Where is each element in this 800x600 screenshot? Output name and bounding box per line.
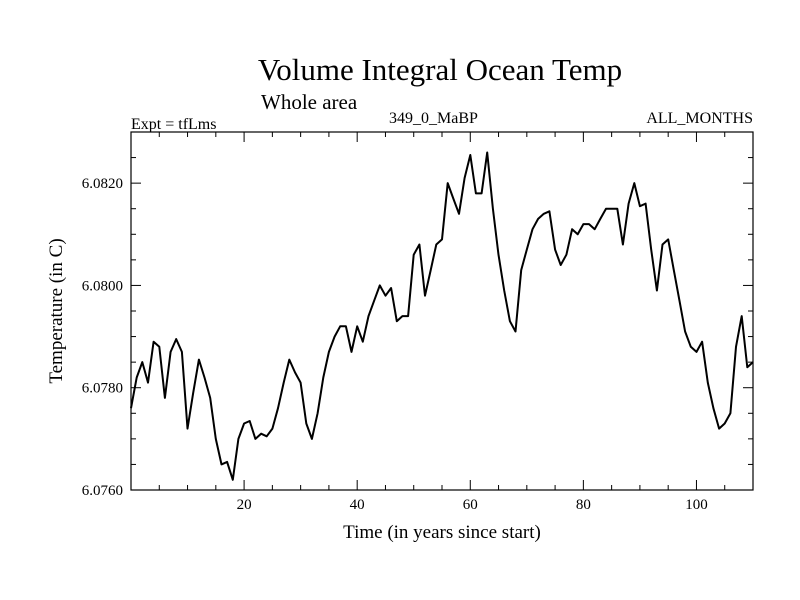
experiment-label: Expt = tfLms xyxy=(131,116,217,133)
x-tick-label: 20 xyxy=(237,497,252,513)
tick-labels: 20 40 60 80 100 6.0760 6.0780 6.0800 6.0820 xyxy=(82,176,708,513)
temperature-series-line xyxy=(130,151,754,481)
y-tick-label: 6.0800 xyxy=(82,278,123,294)
period-label: 349_0_MaBP xyxy=(389,110,478,127)
chart-title: Volume Integral Ocean Temp xyxy=(257,52,623,87)
y-tick-label: 6.0760 xyxy=(82,483,123,499)
x-tick-label: 60 xyxy=(463,497,478,513)
y-axis-label: Temperature (in C) xyxy=(46,238,67,383)
axis-ticks xyxy=(131,132,753,490)
months-label: ALL_MONTHS xyxy=(646,110,753,127)
y-tick-label: 6.0780 xyxy=(82,381,123,397)
plot-frame xyxy=(130,131,754,491)
chart-subtitle: Whole area xyxy=(261,90,358,114)
x-axis-label: Time (in years since start) xyxy=(343,522,541,543)
x-tick-label: 80 xyxy=(576,497,591,513)
x-tick-label: 100 xyxy=(685,497,708,513)
y-tick-label: 6.0820 xyxy=(82,176,123,192)
x-tick-label: 40 xyxy=(350,497,365,513)
